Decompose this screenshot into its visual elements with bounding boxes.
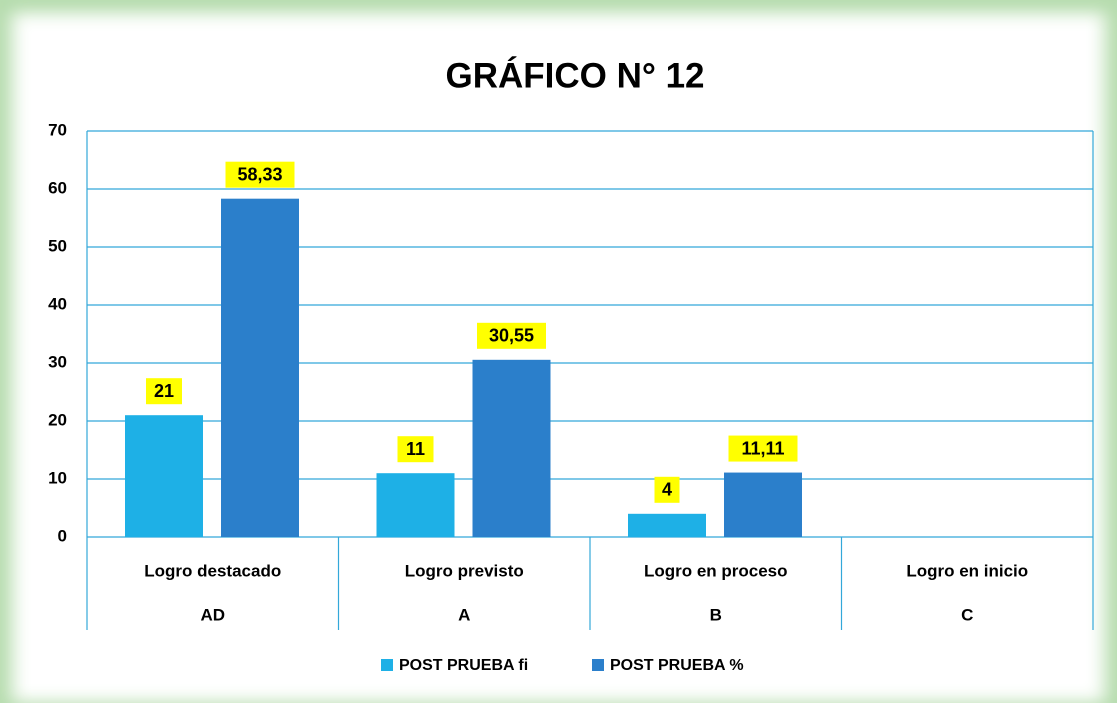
chart-title: GRÁFICO N° 12 bbox=[445, 55, 704, 95]
legend-label: POST PRUEBA fi bbox=[399, 657, 528, 674]
y-tick-label: 0 bbox=[58, 526, 67, 545]
y-tick-label: 70 bbox=[48, 120, 67, 139]
y-tick-label: 20 bbox=[48, 410, 67, 429]
legend-swatch bbox=[592, 659, 604, 671]
x-tick-label: Logro en proceso bbox=[644, 561, 788, 580]
y-tick-label: 30 bbox=[48, 352, 67, 371]
x-subcategory-label: B bbox=[710, 605, 722, 624]
legend-label: POST PRUEBA % bbox=[610, 657, 744, 674]
value-label: 30,55 bbox=[489, 326, 534, 346]
value-label-background bbox=[397, 436, 434, 463]
x-subcategory-label: A bbox=[458, 605, 470, 624]
value-label: 11 bbox=[406, 439, 425, 459]
x-tick-label: Logro previsto bbox=[405, 561, 524, 580]
bar bbox=[628, 513, 706, 537]
value-label-background bbox=[477, 322, 546, 349]
value-label-background bbox=[146, 378, 182, 405]
value-label: 21 bbox=[154, 381, 174, 401]
value-label: 58,33 bbox=[237, 164, 282, 184]
x-subcategory-label: C bbox=[961, 605, 973, 624]
y-tick-label: 50 bbox=[48, 236, 67, 255]
value-label: 11,11 bbox=[741, 438, 784, 458]
x-subcategory-label: AD bbox=[200, 605, 225, 624]
legend-swatch bbox=[381, 659, 393, 671]
value-label-background bbox=[728, 435, 798, 462]
value-label-background bbox=[225, 161, 295, 188]
value-label-background bbox=[654, 476, 680, 503]
y-tick-label: 60 bbox=[48, 178, 67, 197]
y-tick-label: 40 bbox=[48, 294, 67, 313]
bar bbox=[221, 198, 299, 537]
bar bbox=[376, 473, 455, 537]
bar bbox=[724, 472, 802, 537]
x-tick-label: Logro destacado bbox=[144, 561, 281, 580]
value-label: 4 bbox=[662, 480, 672, 500]
bar bbox=[472, 359, 551, 537]
bar bbox=[125, 415, 203, 537]
x-tick-label: Logro en inicio bbox=[906, 561, 1028, 580]
y-tick-label: 10 bbox=[48, 468, 67, 487]
